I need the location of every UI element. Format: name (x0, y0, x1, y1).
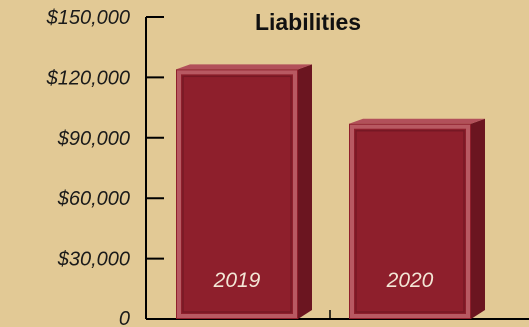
bar-top-face (176, 64, 312, 70)
bar-inner-edge (355, 129, 465, 313)
category-label: 2020 (386, 269, 434, 292)
y-tick-label: $30,000 (57, 249, 130, 271)
y-tick-label: $120,000 (46, 67, 130, 89)
bar-front-face (176, 69, 298, 319)
y-tick-label: $90,000 (57, 128, 130, 150)
bar-inner-edge (182, 75, 292, 313)
bars-group: 2019 2020 (176, 64, 485, 319)
y-tick-label: $60,000 (57, 188, 130, 210)
bar-bevel (350, 124, 470, 318)
category-label: 2019 (213, 269, 261, 292)
chart-title: Liabilities (255, 9, 361, 35)
bar-side-face (471, 118, 485, 319)
bar-side-face (298, 64, 312, 319)
y-tick-label: 0 (119, 308, 130, 327)
bar-bevel (177, 70, 297, 318)
y-axis: 0 $30,000 $60,000 $90,000 $120,000 $150,000 (46, 7, 529, 327)
bar-2019: 2019 (176, 64, 312, 319)
y-tick-label: $150,000 (46, 7, 130, 29)
bar-2020: 2020 (349, 118, 485, 319)
bar-front-face (349, 123, 471, 319)
bar-top-face (349, 118, 485, 124)
